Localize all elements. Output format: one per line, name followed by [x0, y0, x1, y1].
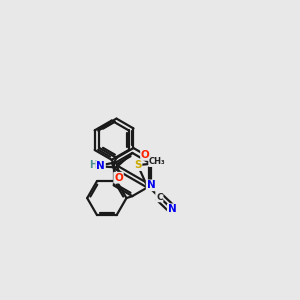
Text: N: N: [96, 161, 105, 171]
Text: O: O: [141, 150, 150, 160]
Text: C: C: [156, 193, 163, 202]
Text: N: N: [168, 204, 176, 214]
Text: S: S: [134, 160, 142, 170]
Text: N: N: [147, 180, 155, 190]
Text: O: O: [114, 173, 123, 183]
Text: CH₃: CH₃: [149, 157, 166, 166]
Text: H: H: [89, 160, 97, 170]
